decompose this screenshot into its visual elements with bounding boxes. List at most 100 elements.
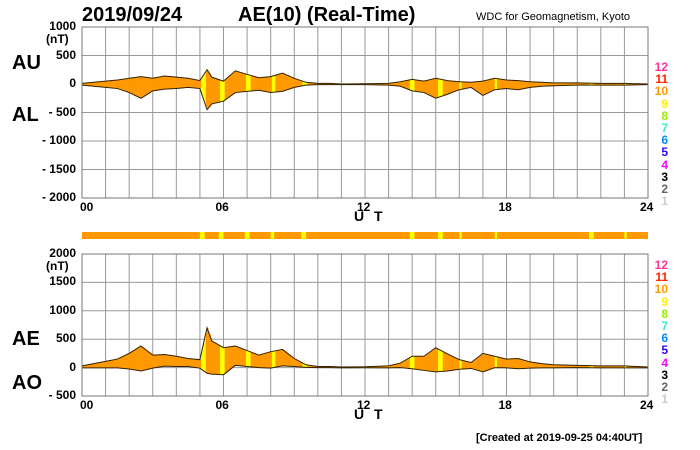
data-fill-bar [223,347,225,375]
data-fill-bar [268,76,270,93]
data-fill-bar [204,73,207,103]
data-fill-bar [123,79,125,91]
data-fill-bar [287,353,289,367]
data-fill-bar [208,71,210,109]
data-fill-bar [426,80,428,94]
data-fill-bar [385,83,387,86]
data-fill-bar [182,77,184,88]
data-fill-bar [403,361,406,368]
data-fill-bar [577,82,579,86]
data-fill-bar [250,351,253,367]
data-fill-bar [96,82,98,87]
data-fill-bar [591,365,593,368]
data-fill-bar [420,356,422,370]
data-fill-bar [468,361,471,369]
data-fill-bar [594,365,597,368]
data-fill-bar [633,83,636,85]
data-fill-bar [638,366,641,368]
data-fill-bar [249,74,251,92]
data-fill-bar [632,366,635,368]
data-fill-bar [600,365,603,368]
data-fill-bar [377,366,380,368]
data-fill-bar [168,76,170,89]
data-fill-bar [481,354,484,372]
data-fill-bar [273,351,275,368]
data-fill-bar [531,362,533,369]
data-fill-bar [93,363,96,368]
data-fill-bar [91,364,93,368]
data-fill-bar [418,80,420,92]
data-fill-bar [625,365,628,368]
data-fill-bar [282,73,284,92]
data-fill-bar [310,82,313,85]
data-fill-bar [288,353,290,367]
data-fill-bar [184,357,187,367]
station-count-segment [459,232,462,239]
data-fill-bar [375,366,378,368]
data-fill-bar [310,365,313,368]
data-fill-bar [161,76,163,90]
data-fill-bar [166,354,169,367]
data-fill-bar [561,364,564,368]
data-fill-bar [262,354,264,368]
data-fill-bar [372,366,374,368]
data-fill-bar [300,80,302,87]
data-fill-bar [413,356,415,369]
data-fill-bar [87,364,90,368]
data-fill-bar [168,355,170,367]
data-fill-bar [194,79,196,88]
data-fill-bar [442,79,445,96]
data-fill-bar [295,78,297,88]
data-fill-bar [153,78,156,91]
data-fill-bar [617,83,619,86]
data-fill-bar [109,80,111,88]
data-fill-bar [115,359,117,368]
data-fill-bar [82,83,84,86]
data-fill-bar [636,83,638,85]
legend-station-count-1: 1 [661,194,668,209]
data-fill-bar [622,83,624,86]
data-fill-bar [519,358,521,369]
data-fill-bar [117,80,119,89]
data-fill-bar [93,82,96,87]
data-fill-bar [428,352,431,372]
data-fill-bar [244,349,247,367]
data-fill-bar [548,82,551,86]
data-fill-bar [86,364,89,368]
data-fill-bar [301,80,303,87]
data-fill-bar [225,347,228,373]
chart-title: AE(10) (Real-Time) [238,4,416,26]
data-fill-bar [495,356,498,368]
data-fill-bar [131,77,134,94]
data-fill-bar [446,353,448,372]
data-fill-bar [311,82,314,85]
data-fill-bar [277,74,280,92]
data-fill-bar [444,352,446,372]
data-fill-bar [267,76,269,92]
data-fill-bar [231,73,234,96]
data-fill-bar [610,365,612,368]
data-fill-bar [504,358,506,368]
data-fill-bar [564,82,566,86]
data-fill-bar [540,82,543,87]
data-fill-bar [392,365,394,368]
data-fill-bar [507,359,510,368]
data-fill-bar [145,349,148,370]
data-fill-bar [440,350,442,372]
x-tick-label: 18 [498,200,512,214]
data-fill-bar [271,351,274,368]
data-fill-bar [486,80,488,94]
data-fill-bar [185,78,188,88]
data-fill-bar [275,75,277,93]
data-fill-bar [406,80,408,89]
data-fill-bar [374,366,376,368]
data-fill-bar [110,360,112,368]
data-fill-bar [508,358,511,369]
lower-series-line [82,364,648,376]
data-fill-bar [548,364,551,368]
y-tick-label: - 500 [48,388,76,402]
data-fill-bar [584,83,586,86]
data-fill-bar [317,83,320,85]
data-fill-bar [620,83,623,86]
data-fill-bar [96,363,98,368]
